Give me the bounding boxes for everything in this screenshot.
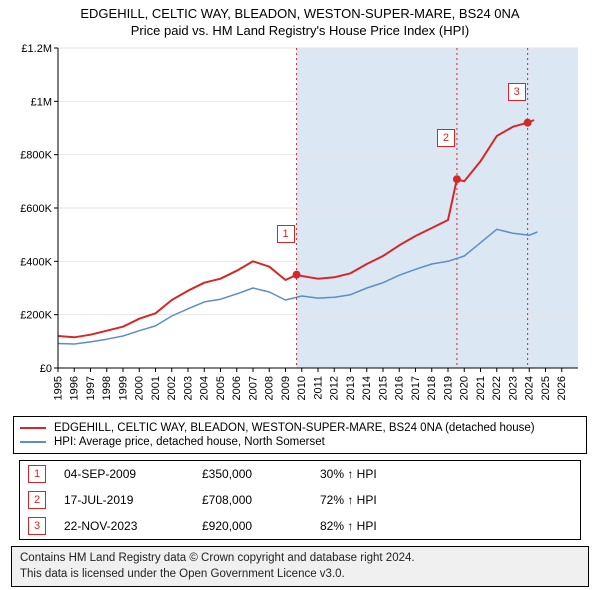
svg-text:2017: 2017 <box>410 376 422 400</box>
chart-container: EDGEHILL, CELTIC WAY, BLEADON, WESTON-SU… <box>0 0 600 587</box>
svg-text:2023: 2023 <box>507 376 519 400</box>
svg-text:£400K: £400K <box>20 256 52 268</box>
legend-swatch-property <box>20 427 46 429</box>
svg-text:2014: 2014 <box>361 376 373 400</box>
svg-text:2003: 2003 <box>182 376 194 400</box>
txn-date: 04-SEP-2009 <box>64 467 184 481</box>
footer-line1: Contains HM Land Registry data © Crown c… <box>20 551 580 567</box>
txn-date: 22-NOV-2023 <box>64 519 184 533</box>
svg-text:2018: 2018 <box>426 376 438 400</box>
txn-date: 17-JUL-2019 <box>64 493 184 507</box>
txn-badge: 1 <box>28 465 46 483</box>
svg-text:2000: 2000 <box>134 376 146 400</box>
svg-text:1996: 1996 <box>69 376 81 400</box>
txn-price: £920,000 <box>202 519 302 533</box>
svg-text:£1.2M: £1.2M <box>21 43 52 55</box>
svg-text:2001: 2001 <box>150 376 162 400</box>
legend-swatch-hpi <box>20 441 46 443</box>
svg-text:2005: 2005 <box>215 376 227 400</box>
svg-text:2022: 2022 <box>491 376 503 400</box>
svg-text:2020: 2020 <box>459 376 471 400</box>
svg-text:2009: 2009 <box>280 376 292 400</box>
svg-text:2012: 2012 <box>329 376 341 400</box>
table-row: 2 17-JUL-2019 £708,000 72% ↑ HPI <box>20 487 580 513</box>
transactions-table: 1 04-SEP-2009 £350,000 30% ↑ HPI 2 17-JU… <box>19 460 581 540</box>
table-row: 3 22-NOV-2023 £920,000 82% ↑ HPI <box>20 513 580 539</box>
svg-text:1997: 1997 <box>85 376 97 400</box>
txn-price: £350,000 <box>202 467 302 481</box>
svg-text:£200K: £200K <box>20 310 52 322</box>
txn-pct: 82% ↑ HPI <box>320 519 440 533</box>
svg-text:2008: 2008 <box>264 376 276 400</box>
svg-text:2006: 2006 <box>231 376 243 400</box>
legend-row: HPI: Average price, detached house, Nort… <box>20 435 580 449</box>
svg-text:1998: 1998 <box>101 376 113 400</box>
legend-label-property: EDGEHILL, CELTIC WAY, BLEADON, WESTON-SU… <box>54 422 535 434</box>
svg-text:2015: 2015 <box>377 376 389 400</box>
svg-text:£800K: £800K <box>20 150 52 162</box>
title-subtitle: Price paid vs. HM Land Registry's House … <box>10 23 590 38</box>
svg-text:1995: 1995 <box>52 376 64 400</box>
title-address: EDGEHILL, CELTIC WAY, BLEADON, WESTON-SU… <box>10 6 590 21</box>
attribution-footer: Contains HM Land Registry data © Crown c… <box>11 546 589 587</box>
chart-area: £0 £200K £400K £600K £800K £1M £1.2M 1995 1996 19… <box>10 40 590 410</box>
svg-text:1999: 1999 <box>117 376 129 400</box>
title-block: EDGEHILL, CELTIC WAY, BLEADON, WESTON-SU… <box>0 0 600 40</box>
chart-svg: £0 £200K £400K £600K £800K £1M £1.2M 1995 1996 19… <box>10 40 590 410</box>
svg-text:2007: 2007 <box>247 376 259 400</box>
svg-text:2019: 2019 <box>442 376 454 400</box>
svg-text:2010: 2010 <box>296 376 308 400</box>
svg-text:2021: 2021 <box>475 376 487 400</box>
txn-badge: 2 <box>28 491 46 509</box>
svg-text:£600K: £600K <box>20 203 52 215</box>
svg-text:2026: 2026 <box>556 376 568 400</box>
txn-pct: 30% ↑ HPI <box>320 467 440 481</box>
svg-text:2013: 2013 <box>345 376 357 400</box>
svg-text:2004: 2004 <box>199 376 211 400</box>
legend-label-hpi: HPI: Average price, detached house, Nort… <box>54 436 325 448</box>
legend-row: EDGEHILL, CELTIC WAY, BLEADON, WESTON-SU… <box>20 421 580 435</box>
svg-text:2016: 2016 <box>394 376 406 400</box>
svg-text:2024: 2024 <box>524 376 536 400</box>
svg-text:£1M: £1M <box>31 96 52 108</box>
chart-callout-badge: 3 <box>508 83 526 101</box>
chart-callout-badge: 2 <box>437 129 455 147</box>
legend: EDGEHILL, CELTIC WAY, BLEADON, WESTON-SU… <box>13 416 587 454</box>
txn-badge: 3 <box>28 517 46 535</box>
svg-text:£0: £0 <box>40 363 52 375</box>
svg-text:2011: 2011 <box>312 376 324 400</box>
txn-pct: 72% ↑ HPI <box>320 493 440 507</box>
svg-text:2025: 2025 <box>540 376 552 400</box>
table-row: 1 04-SEP-2009 £350,000 30% ↑ HPI <box>20 461 580 487</box>
svg-text:2002: 2002 <box>166 376 178 400</box>
footer-line2: This data is licensed under the Open Gov… <box>20 567 580 583</box>
chart-callout-badge: 1 <box>277 225 295 243</box>
txn-price: £708,000 <box>202 493 302 507</box>
